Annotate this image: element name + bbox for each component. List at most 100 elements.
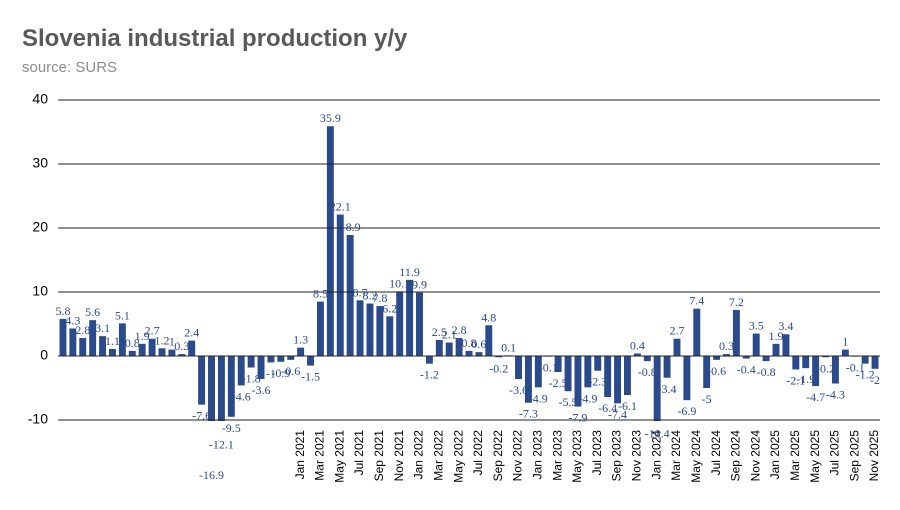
bar	[594, 356, 602, 371]
bar	[178, 354, 186, 356]
value-label: -4.3	[826, 388, 845, 402]
x-tick-label: Sep 2022	[491, 430, 505, 482]
value-label: -2.1	[786, 373, 805, 387]
x-tick-label: Jul 2025	[828, 430, 842, 476]
value-label: -4.6	[232, 389, 251, 403]
bar	[792, 356, 800, 370]
bar	[435, 340, 443, 356]
value-label: -1.5	[301, 370, 320, 384]
value-label: 2.4	[184, 326, 199, 340]
value-label: -0.2	[489, 361, 508, 375]
bar	[841, 349, 849, 356]
bar	[673, 338, 681, 356]
value-label: -5.5	[559, 395, 578, 409]
value-label: -12.1	[209, 437, 234, 451]
value-label: 1.9	[769, 329, 784, 343]
bar	[267, 356, 275, 363]
bar	[643, 356, 651, 362]
value-label: 6.2	[382, 301, 397, 315]
bar	[148, 338, 156, 356]
bar	[257, 356, 265, 380]
x-tick-label: Jul 2023	[590, 430, 604, 476]
value-label: 8.2	[362, 289, 377, 303]
x-tick-label: Mar 2025	[788, 430, 802, 481]
value-label: 1	[842, 335, 848, 349]
value-label: 3.4	[778, 319, 793, 333]
x-tick-label: Jan 2023	[530, 430, 544, 480]
value-label: -1.2	[856, 368, 875, 382]
bar	[406, 279, 414, 356]
x-tick-label: Mar 2021	[313, 430, 327, 481]
value-label: 4.8	[481, 310, 496, 324]
chart-title: Slovenia industrial production y/y	[22, 25, 408, 52]
bar	[168, 349, 176, 356]
value-label: 2.8	[75, 323, 90, 337]
value-label: 4.3	[65, 313, 80, 327]
value-label: 0.8	[462, 336, 477, 350]
value-label: 7.8	[372, 291, 387, 305]
x-tick-label: Jan 2025	[768, 430, 782, 480]
x-tick-label: May 2025	[808, 430, 822, 483]
value-label: 1	[169, 335, 175, 349]
value-label: 1.1	[105, 334, 120, 348]
bar	[297, 347, 305, 356]
value-label: 8.7	[353, 285, 368, 299]
bar	[693, 308, 701, 356]
y-tick-label: 30	[32, 155, 48, 171]
x-tick-label: May 2022	[451, 430, 465, 483]
value-label: -0.9	[271, 366, 290, 380]
value-label: -3.6	[509, 383, 528, 397]
value-label: 2.5	[432, 325, 447, 339]
value-label: 5.8	[55, 304, 70, 318]
value-label: -0.1	[846, 361, 865, 375]
value-label: 1.3	[293, 333, 308, 347]
bar	[376, 306, 384, 356]
x-tick-label: Sep 2021	[372, 430, 386, 482]
bar	[564, 356, 572, 392]
bar	[89, 320, 97, 356]
value-label: -0.2	[816, 361, 835, 375]
value-label: 2.8	[452, 323, 467, 337]
value-label: -16.9	[199, 468, 224, 482]
value-label: -0.4	[737, 363, 756, 377]
bar	[732, 309, 740, 356]
value-label: -0.8	[757, 365, 776, 379]
bar	[198, 356, 206, 405]
value-label: 22.1	[330, 200, 351, 214]
chart-subtitle: source: SURS	[22, 59, 117, 76]
bar	[485, 325, 493, 356]
bar	[604, 356, 612, 397]
value-label: 5.1	[115, 308, 130, 322]
bar	[623, 356, 631, 396]
bar	[346, 235, 354, 356]
value-label: -4.7	[806, 390, 825, 404]
x-tick-label: Jul 2021	[352, 430, 366, 476]
bar	[465, 350, 473, 356]
value-label: 8.5	[313, 287, 328, 301]
bar	[287, 356, 295, 360]
x-tick-label: Jul 2022	[471, 430, 485, 476]
value-label: -7.6	[192, 409, 211, 423]
value-label: -1.8	[242, 372, 261, 386]
bar	[445, 342, 453, 356]
value-label: 9.9	[412, 278, 427, 292]
bar	[69, 328, 77, 356]
bar	[861, 356, 869, 364]
value-label: -1	[266, 366, 276, 380]
bar	[158, 348, 166, 356]
value-label: 0.4	[630, 338, 645, 352]
bar	[653, 356, 661, 421]
bar	[515, 356, 522, 380]
value-label: 5.6	[85, 305, 100, 319]
x-tick-label: May 2024	[689, 430, 703, 483]
x-tick-label: Mar 2023	[550, 430, 564, 481]
value-label: -3.4	[658, 382, 677, 396]
x-tick-label: Nov 2024	[748, 430, 762, 482]
bar	[822, 356, 829, 358]
y-tick-label: -10	[28, 411, 48, 427]
value-label: -4.9	[578, 391, 597, 405]
bar	[138, 343, 146, 356]
bar	[455, 338, 463, 356]
value-label: -4.9	[529, 391, 548, 405]
bar	[703, 356, 711, 388]
